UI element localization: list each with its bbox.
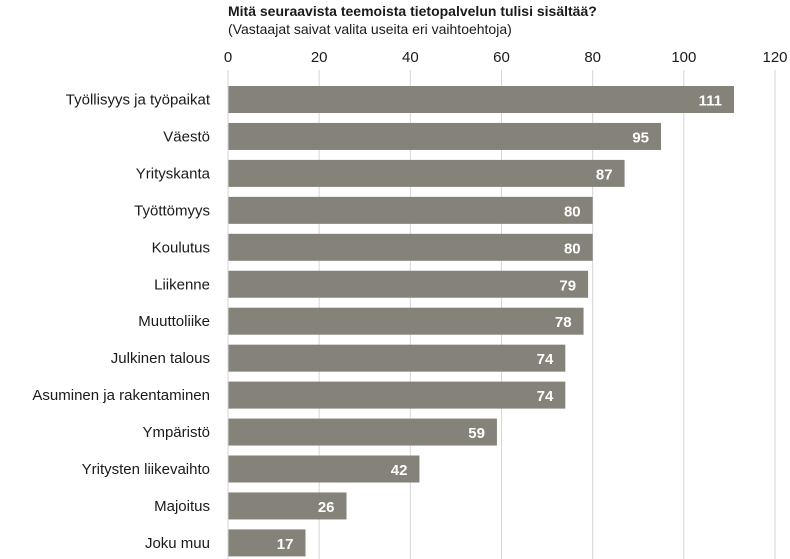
bar-8 [228, 381, 566, 409]
data-label-3: 80 [564, 203, 581, 220]
data-label-11: 26 [318, 499, 335, 516]
x-tick-label-60: 60 [493, 49, 510, 66]
category-label-11: Majoitus [154, 498, 210, 515]
category-label-9: Ympäristö [142, 424, 210, 441]
x-tick-label-0: 0 [224, 49, 232, 66]
data-label-5: 79 [559, 277, 576, 294]
bar-0 [228, 86, 734, 113]
category-label-2: Yrityskanta [136, 165, 211, 182]
category-label-5: Liikenne [154, 276, 210, 293]
data-label-9: 59 [468, 425, 485, 442]
category-label-3: Työttömyys [134, 202, 210, 219]
chart-subtitle: (Vastaajat saivat valita useita eri vaih… [228, 21, 512, 37]
data-label-8: 74 [537, 388, 554, 405]
bar-4 [228, 233, 593, 261]
x-tick-label-40: 40 [402, 49, 419, 66]
x-tick-label-20: 20 [311, 49, 328, 66]
bar-10 [228, 455, 420, 483]
data-label-10: 42 [391, 462, 408, 479]
category-label-7: Julkinen talous [111, 350, 210, 367]
category-label-12: Joku muu [145, 535, 210, 552]
category-label-1: Väestö [163, 128, 210, 145]
bar-3 [228, 196, 593, 224]
data-label-12: 17 [277, 536, 294, 553]
data-label-0: 111 [699, 93, 722, 110]
chart-title: Mitä seuraavista teemoista tietopalvelun… [228, 3, 597, 19]
x-tick-label-100: 100 [671, 49, 696, 66]
category-label-4: Koulutus [152, 239, 210, 256]
data-label-2: 87 [596, 166, 613, 183]
data-label-4: 80 [564, 240, 581, 257]
data-label-7: 74 [537, 351, 554, 368]
bar-5 [228, 270, 589, 298]
bar-7 [228, 344, 566, 372]
category-label-0: Työllisyys ja työpaikat [66, 92, 211, 109]
bar-6 [228, 307, 584, 335]
category-label-8: Asuminen ja rakentaminen [32, 387, 210, 404]
category-label-6: Muuttoliike [138, 313, 210, 330]
bar-1 [228, 122, 662, 150]
x-tick-label-120: 120 [762, 49, 787, 66]
category-label-10: Yritysten liikevaihto [82, 461, 210, 478]
bar-9 [228, 418, 497, 446]
x-tick-label-80: 80 [584, 49, 601, 66]
bar-11 [228, 492, 347, 520]
data-label-6: 78 [555, 314, 572, 331]
bar-12 [228, 529, 306, 557]
data-label-1: 95 [632, 129, 649, 146]
bar-2 [228, 159, 625, 187]
